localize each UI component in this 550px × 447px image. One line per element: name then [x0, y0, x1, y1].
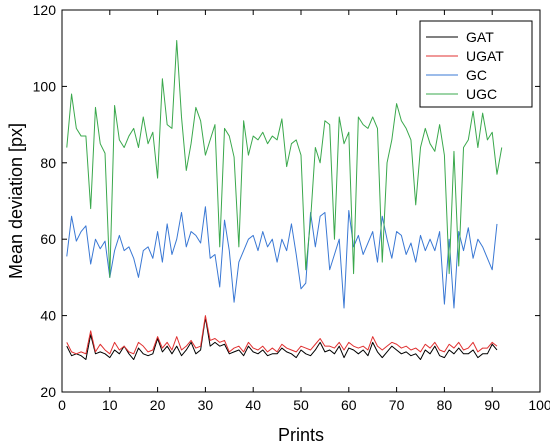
- x-tick-label: 50: [293, 397, 309, 413]
- x-tick-label: 10: [102, 397, 118, 413]
- legend-box: [419, 20, 533, 108]
- x-tick-label: 70: [389, 397, 405, 413]
- x-tick-label: 20: [150, 397, 166, 413]
- y-tick-label: 40: [40, 308, 56, 324]
- series-line-gc: [66, 206, 498, 309]
- x-tick-label: 60: [341, 397, 357, 413]
- x-tick-label: 100: [528, 397, 550, 413]
- legend-label-gc: GC: [466, 67, 487, 83]
- legend: GAT UGAT GC UGC: [419, 20, 533, 108]
- x-tick-label: 30: [198, 397, 214, 413]
- series-line-gat: [66, 317, 498, 361]
- x-tick-label: 0: [58, 397, 66, 413]
- x-tick-label: 80: [437, 397, 453, 413]
- legend-label-gat: GAT: [466, 29, 494, 45]
- y-tick-label: 80: [40, 155, 56, 171]
- series-line-ugc: [66, 40, 503, 278]
- legend-label-ugat: UGAT: [466, 48, 504, 64]
- y-tick-label: 120: [33, 2, 57, 18]
- legend-label-ugc: UGC: [466, 86, 497, 102]
- y-tick-label: 20: [40, 384, 56, 400]
- y-axis-title: Mean deviation [px]: [6, 123, 26, 279]
- ticks-layer: 0 10 20 30 40 50 60 70 80 90 100 20 40 60 80 100 120: [33, 2, 550, 413]
- x-axis-title: Prints: [278, 425, 324, 445]
- series-layer: [66, 40, 503, 361]
- y-tick-label: 60: [40, 231, 56, 247]
- series-line-ugat: [66, 315, 498, 355]
- y-tick-label: 100: [33, 78, 57, 94]
- x-tick-label: 90: [484, 397, 500, 413]
- x-tick-label: 40: [245, 397, 261, 413]
